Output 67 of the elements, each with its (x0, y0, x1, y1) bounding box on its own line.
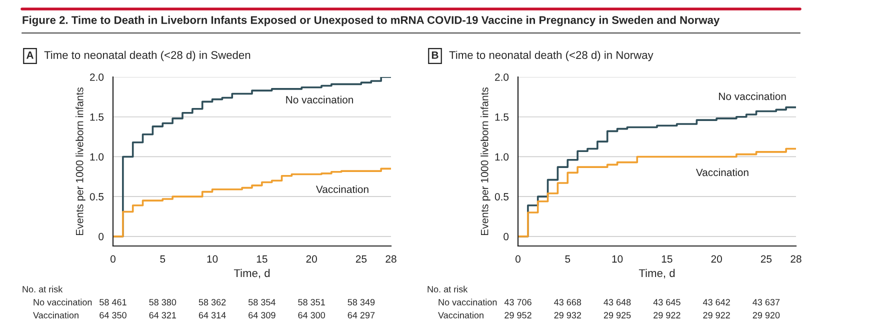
text: Vaccination (33, 312, 78, 318)
y-tick-label: 1.5 (495, 113, 509, 121)
text: 29 932 (554, 312, 581, 318)
y-axis-title: Events per 1000 liveborn infants (76, 87, 86, 236)
text: 64 350 (100, 312, 126, 318)
text: 64 314 (198, 312, 226, 318)
text: 64 309 (248, 312, 276, 318)
text: 29 920 (752, 312, 780, 318)
text: 43 645 (653, 299, 680, 306)
x-tick-label: 5 (565, 255, 570, 263)
text: 58 362 (198, 299, 226, 306)
text: 64 321 (149, 312, 176, 318)
x-tick-label: 25 (760, 255, 772, 263)
series-label: Vaccination (316, 185, 368, 194)
y-tick-label: 1.0 (495, 153, 509, 161)
text: A (26, 52, 34, 59)
y-tick-label: 2.0 (495, 74, 509, 81)
text: 64 300 (298, 312, 326, 318)
x-tick-label: 5 (160, 255, 166, 263)
text: No. at risk (428, 286, 468, 292)
y-tick-label: 1.0 (90, 153, 104, 161)
text: 43 668 (554, 299, 582, 306)
x-tick-label: 20 (711, 255, 722, 263)
text: 58 351 (298, 299, 325, 306)
text: 58 349 (348, 299, 375, 306)
y-tick-label: 0.5 (494, 193, 509, 200)
text: 29 952 (504, 312, 532, 318)
y-tick-label: 1.5 (90, 113, 104, 121)
text: No vaccination (34, 298, 92, 306)
series-label: No vaccination (286, 96, 354, 104)
text: Vaccination (438, 312, 484, 318)
text: 58 461 (100, 299, 126, 306)
x-tick-label: 15 (662, 255, 672, 263)
text: 43 706 (504, 299, 532, 306)
x-tick-label: 15 (256, 255, 268, 263)
text: 29 922 (654, 312, 680, 318)
text: 58 354 (248, 299, 276, 306)
chart-title: Time to neonatal death (<28 d) in Norway (449, 50, 654, 62)
x-tick-label: 20 (306, 255, 317, 263)
x-tick-label: 28 (790, 255, 802, 263)
x-axis-title: Time, d (234, 268, 270, 278)
text: 64 297 (348, 312, 375, 318)
caption: Figure 2. Time to Death in Liveborn Infants Exposed or Unexposed to mRNA COVID-19 Vaccine in Pregnancy in Sweden and Norway (22, 16, 720, 26)
text: B (432, 52, 438, 59)
chart-title: Time to neonatal death (<28 d) in Sweden (44, 50, 250, 62)
x-tick-label: 28 (386, 255, 396, 263)
x-tick-label: 10 (207, 255, 218, 263)
x-tick-label: 25 (356, 255, 367, 263)
y-axis-title: Events per 1000 liveborn infants (480, 87, 490, 236)
x-tick-label: 0 (110, 255, 116, 263)
text: 29 922 (703, 312, 730, 318)
text: 43 642 (702, 299, 730, 306)
text: No vaccination (438, 298, 497, 306)
text: 58 380 (149, 299, 176, 306)
text: 43 648 (604, 299, 631, 306)
y-tick-label: 0.5 (90, 193, 104, 200)
x-tick-label: 0 (516, 255, 520, 263)
series-label: Vaccination (696, 168, 748, 176)
y-tick-label: 0 (504, 232, 509, 240)
text: No. at risk (22, 286, 63, 292)
y-tick-label: 0 (98, 232, 104, 240)
y-tick-label: 2.0 (90, 74, 104, 81)
text: 43 637 (752, 299, 780, 306)
series-label: No vaccination (719, 92, 786, 100)
x-tick-label: 10 (612, 255, 623, 263)
text: 29 925 (604, 312, 631, 318)
x-axis-title: Time, d (638, 268, 675, 278)
